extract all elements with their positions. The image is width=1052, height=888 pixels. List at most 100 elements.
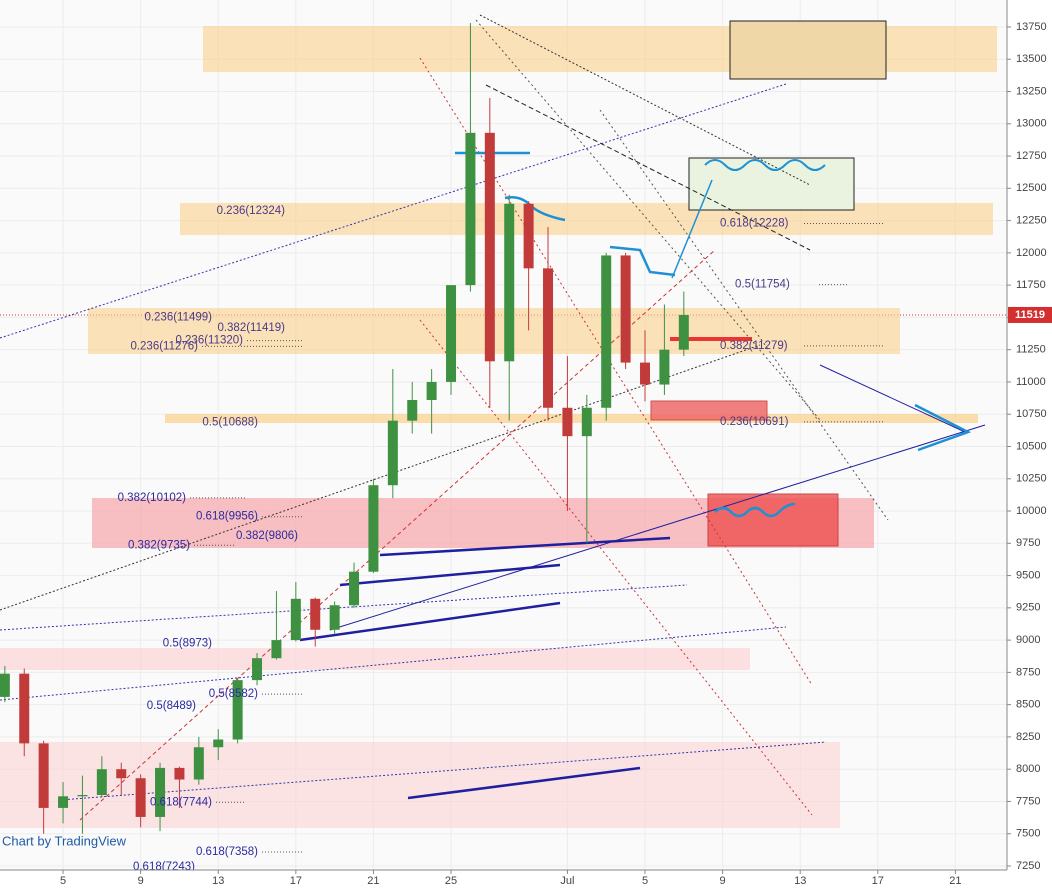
y-tick-label: 8250 (1016, 731, 1040, 743)
red-box (650, 400, 768, 421)
candle-body (155, 767, 166, 817)
candle-body (58, 796, 69, 808)
y-tick-label: 10500 (1016, 440, 1047, 452)
candle-body (271, 640, 282, 659)
candle-body (232, 680, 243, 740)
trendline (0, 83, 787, 339)
drawing (609, 245, 676, 277)
candle-body (620, 255, 631, 363)
red-box (670, 337, 752, 341)
candle-body (426, 381, 437, 401)
x-tick-label: Jul (560, 875, 574, 887)
plot-background (0, 0, 1007, 870)
x-tick-label: 5 (60, 875, 66, 887)
fib-label: 0.5(10688) (202, 416, 258, 428)
y-tick-label: 9500 (1016, 569, 1040, 581)
fib-label: 0.618(7744) (150, 796, 212, 808)
price-axis (1007, 0, 1052, 888)
y-tick-label: 12500 (1016, 182, 1047, 194)
y-tick-label: 8500 (1016, 699, 1040, 711)
support-zone (0, 648, 750, 670)
trendline (485, 84, 811, 251)
trendline (819, 364, 966, 433)
candle-body (96, 769, 107, 796)
fib-label: 0.382(10102) (118, 492, 187, 504)
fib-label: 0.382(11279) (720, 340, 788, 352)
trendline (407, 766, 641, 800)
fib-labels: 0.236(12324) 0.618(12228) 0.5(11754) 0.236(… (118, 205, 884, 873)
fib-label: 0.382(9806) (236, 530, 298, 542)
candle-body (19, 673, 30, 744)
y-tick-label: 12250 (1016, 215, 1047, 227)
x-tick-label: 13 (212, 875, 224, 887)
candle-body (562, 407, 573, 437)
trendlines (0, 14, 986, 821)
candle-body (640, 362, 651, 385)
candle-body (484, 132, 495, 362)
trendline (79, 249, 716, 821)
last-price-label: 11519 (1015, 309, 1045, 321)
candle-body (135, 778, 146, 817)
fib-label: 0.236(11320) (175, 335, 243, 347)
y-tick-label: 10250 (1016, 473, 1047, 485)
fib-label: 0.5(11754) (735, 279, 790, 291)
y-tick-label: 10000 (1016, 505, 1047, 517)
candle-body (581, 407, 592, 437)
trendline (599, 109, 889, 521)
fib-label: 0.236(11499) (144, 312, 212, 324)
candle-body (387, 420, 398, 486)
candles (0, 23, 689, 834)
x-tick-label: 21 (949, 875, 961, 887)
y-tick-label: 13000 (1016, 118, 1047, 130)
trendline (0, 584, 688, 631)
candle-body (543, 268, 554, 408)
candle-body (407, 400, 418, 421)
x-tick-label: 21 (367, 875, 379, 887)
y-tick-label: 13750 (1016, 21, 1047, 33)
fib-label: 0.5(8973) (163, 638, 212, 650)
target-box (688, 157, 855, 211)
watermark: Chart by TradingView (2, 833, 127, 848)
y-tick-label: 11750 (1016, 279, 1046, 291)
y-tick-label: 7750 (1016, 795, 1040, 807)
candle-body (329, 605, 340, 630)
drawing (714, 502, 796, 518)
candle-body (659, 349, 670, 385)
fib-label: 0.236(11276) (130, 340, 198, 352)
y-tick-label: 8000 (1016, 763, 1040, 775)
candle-body (446, 285, 457, 382)
candle-body (77, 795, 88, 797)
resistance-zone (180, 203, 993, 235)
candle-body (0, 673, 10, 697)
candle-body (290, 598, 301, 641)
fib-label: 0.382(9735) (128, 539, 190, 551)
y-tick-label: 7250 (1016, 860, 1040, 872)
fib-label: 0.5(8582) (209, 688, 258, 700)
candle-body (349, 571, 360, 606)
y-tick-label: 13250 (1016, 85, 1047, 97)
y-tick-label: 13500 (1016, 53, 1047, 65)
candle-body (252, 658, 263, 681)
drawing (671, 179, 713, 279)
date-axis (0, 870, 1007, 888)
x-tick-label: 9 (720, 875, 726, 887)
x-tick-label: 9 (138, 875, 144, 887)
x-tick-label: 25 (445, 875, 457, 887)
y-tick-label: 8750 (1016, 666, 1040, 678)
drawing (914, 403, 972, 452)
fib-label: 0.618(9956) (196, 511, 258, 523)
trendline (299, 601, 561, 642)
candle-body (523, 203, 534, 269)
fib-label: 0.618(12228) (720, 217, 789, 229)
candle-body (174, 767, 185, 780)
support-zone (0, 742, 840, 828)
y-tick-label: 7500 (1016, 828, 1040, 840)
fib-label: 0.236(12324) (217, 205, 286, 217)
trendline (59, 741, 827, 801)
x-tick-label: 5 (642, 875, 648, 887)
y-tick-label: 9000 (1016, 634, 1040, 646)
x-tick-label: 17 (290, 875, 302, 887)
candle-body (116, 769, 127, 779)
trendline (339, 563, 561, 587)
